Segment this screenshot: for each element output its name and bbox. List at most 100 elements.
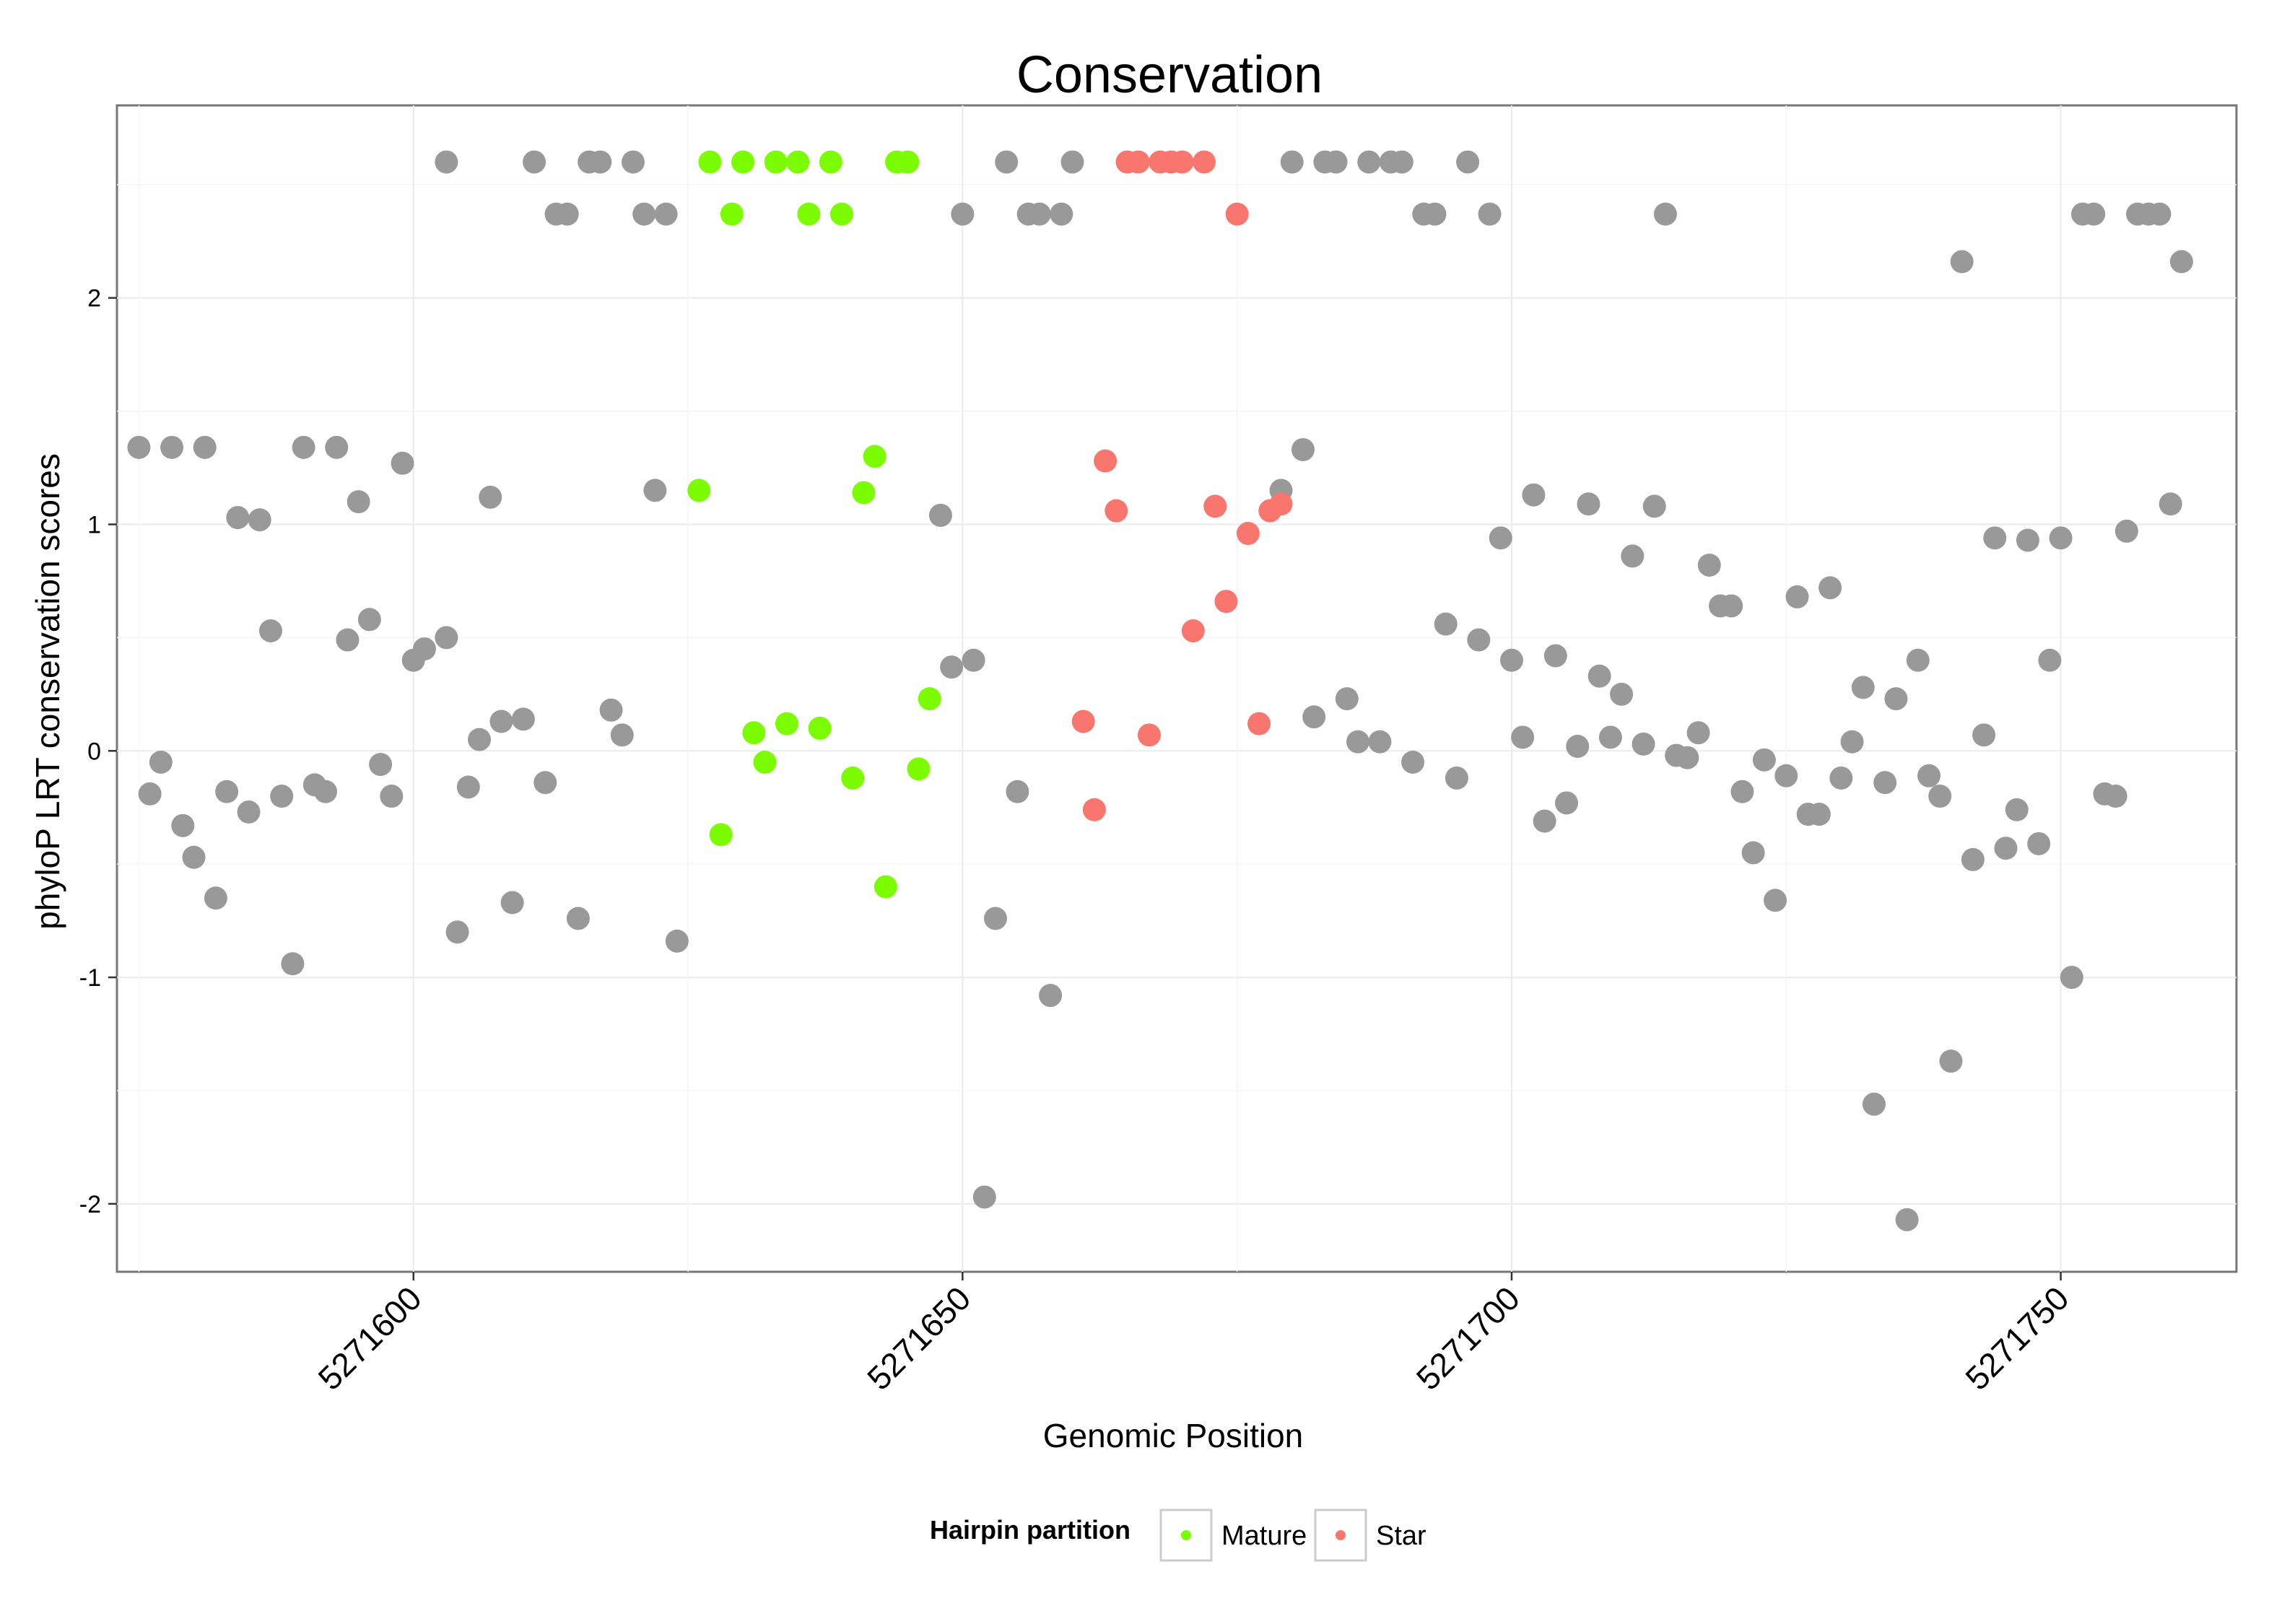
point-other bbox=[1851, 676, 1875, 699]
point-star bbox=[1247, 712, 1271, 735]
point-other bbox=[1862, 1092, 1886, 1116]
point-star bbox=[1214, 590, 1238, 614]
point-other bbox=[489, 710, 513, 733]
point-other bbox=[983, 907, 1007, 930]
point-mature bbox=[764, 150, 788, 174]
y-tick-label: -2 bbox=[79, 1191, 101, 1218]
point-star bbox=[1170, 150, 1194, 174]
point-star bbox=[1126, 150, 1150, 174]
point-other bbox=[1752, 748, 1776, 772]
point-other bbox=[2169, 250, 2193, 274]
point-star bbox=[1071, 710, 1095, 733]
point-other bbox=[1060, 150, 1084, 174]
point-other bbox=[325, 435, 349, 459]
y-tick-label: 1 bbox=[87, 512, 101, 539]
point-other bbox=[1324, 150, 1348, 174]
point-other bbox=[1972, 723, 1996, 747]
x-axis-title: Genomic Position bbox=[1043, 1417, 1304, 1454]
point-other bbox=[1642, 494, 1666, 518]
point-other bbox=[1785, 585, 1809, 608]
point-other bbox=[1774, 764, 1798, 787]
point-other bbox=[468, 728, 492, 751]
point-other bbox=[1368, 730, 1392, 754]
point-mature bbox=[742, 721, 766, 745]
point-other bbox=[2158, 492, 2182, 516]
point-other bbox=[1653, 202, 1677, 226]
point-mature bbox=[852, 481, 876, 505]
point-other bbox=[1039, 984, 1063, 1008]
point-other bbox=[1522, 483, 1546, 507]
point-other bbox=[1741, 841, 1765, 865]
point-other bbox=[928, 503, 952, 527]
point-other bbox=[1632, 732, 1655, 756]
point-mature bbox=[698, 150, 722, 174]
point-other bbox=[500, 891, 524, 914]
point-other bbox=[2060, 966, 2083, 990]
x-tick-label: 5271650 bbox=[860, 1279, 977, 1397]
point-other bbox=[2016, 528, 2039, 552]
point-other bbox=[1445, 766, 1468, 790]
point-other bbox=[2082, 202, 2106, 226]
legend-title: Hairpin partition bbox=[930, 1515, 1131, 1545]
point-other bbox=[1006, 780, 1029, 803]
point-other bbox=[1818, 576, 1842, 600]
point-mature bbox=[775, 712, 798, 735]
x-tick-label: 5271750 bbox=[1958, 1279, 2075, 1397]
point-mature bbox=[841, 766, 865, 790]
point-other bbox=[314, 780, 338, 803]
y-axis-title: phyloP LRT conservation scores bbox=[29, 453, 66, 930]
point-other bbox=[1291, 437, 1315, 461]
point-other bbox=[258, 619, 282, 642]
point-star bbox=[1193, 150, 1216, 174]
point-other bbox=[1939, 1049, 1963, 1073]
x-tick-label: 5271700 bbox=[1409, 1279, 1527, 1397]
point-other bbox=[533, 771, 557, 795]
point-other bbox=[160, 435, 184, 459]
point-mature bbox=[687, 479, 711, 502]
point-star bbox=[1181, 619, 1205, 642]
point-other bbox=[149, 750, 173, 774]
legend-key-star bbox=[1336, 1530, 1346, 1540]
x-tick-label: 5271600 bbox=[310, 1279, 428, 1397]
point-mature bbox=[863, 445, 886, 468]
chart-title: Conservation bbox=[1016, 46, 1323, 104]
plot-border bbox=[116, 104, 2238, 1273]
point-other bbox=[654, 202, 678, 226]
point-mature bbox=[918, 687, 941, 711]
point-other bbox=[435, 626, 458, 650]
point-other bbox=[599, 698, 623, 722]
point-other bbox=[347, 490, 370, 514]
point-other bbox=[1566, 735, 1590, 759]
point-other bbox=[643, 479, 667, 502]
point-other bbox=[369, 753, 393, 777]
point-other bbox=[248, 508, 271, 532]
point-other bbox=[555, 202, 579, 226]
point-other bbox=[2148, 202, 2171, 226]
point-other bbox=[1994, 837, 2018, 860]
point-star bbox=[1269, 492, 1293, 516]
point-other bbox=[665, 929, 689, 953]
point-other bbox=[456, 775, 480, 799]
point-other bbox=[127, 435, 151, 459]
point-other bbox=[940, 655, 964, 679]
point-other bbox=[182, 845, 206, 869]
point-other bbox=[1730, 780, 1754, 803]
point-other bbox=[1302, 705, 1326, 729]
point-other bbox=[171, 813, 195, 837]
point-mature bbox=[874, 875, 897, 899]
point-other bbox=[1357, 150, 1381, 174]
point-other bbox=[1764, 889, 1787, 912]
point-star bbox=[1225, 202, 1249, 226]
point-other bbox=[1873, 771, 1897, 795]
point-other bbox=[391, 451, 414, 475]
point-other bbox=[2005, 798, 2029, 821]
legend-key-mature bbox=[1181, 1530, 1191, 1540]
point-other bbox=[445, 920, 469, 944]
point-other bbox=[621, 150, 645, 174]
point-other bbox=[138, 782, 162, 806]
point-other bbox=[1456, 150, 1480, 174]
point-other bbox=[1587, 664, 1611, 688]
point-other bbox=[1895, 1208, 1919, 1231]
point-other bbox=[1346, 730, 1370, 754]
